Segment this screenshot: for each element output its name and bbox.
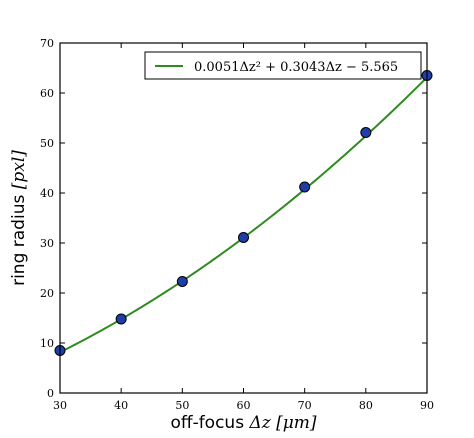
y-axis-label-math: [pxl]: [9, 150, 29, 190]
y-tick-label: 50: [40, 137, 54, 150]
x-tick-label: 60: [237, 399, 251, 412]
legend-fit-label: 0.0051Δz² + 0.3043Δz − 5.565: [194, 60, 398, 75]
data-point: [176, 276, 188, 287]
y-tick-label: 10: [40, 337, 54, 350]
y-axis-label-text: ring radius: [9, 189, 29, 286]
x-tick-label: 70: [298, 399, 312, 412]
y-tick-label: 0: [47, 387, 54, 400]
y-axis-label: ring radius [pxl]: [9, 150, 29, 286]
x-tick-label: 50: [175, 399, 189, 412]
plot-frame: [59, 42, 428, 394]
data-point: [115, 313, 127, 325]
x-axis-label-math: Δz [μm]: [248, 413, 316, 433]
x-axis-label: off-focus Δz [μm]: [170, 413, 316, 433]
legend: 0.0051Δz² + 0.3043Δz − 5.565: [144, 51, 422, 80]
y-tick-label: 70: [40, 37, 54, 50]
y-tick-label: 40: [40, 187, 54, 200]
x-axis-label-text: off-focus: [170, 413, 249, 433]
fit-curve: [59, 76, 428, 354]
data-point: [299, 181, 311, 193]
y-tick-label: 30: [40, 237, 54, 250]
x-tick-label: 40: [114, 399, 128, 412]
y-tick-label: 20: [40, 287, 54, 300]
x-tick-label: 80: [359, 399, 373, 412]
data-points: [54, 70, 433, 356]
ticks-layer: 30 40 50 60 70 80 90 0 10 20 30 40 50 60 70: [40, 37, 434, 412]
x-tick-label: 90: [420, 399, 434, 412]
x-tick-label: 30: [53, 399, 67, 412]
data-point: [360, 127, 372, 138]
legend-box: [144, 51, 422, 80]
data-point: [238, 232, 249, 243]
y-tick-label: 60: [40, 87, 54, 100]
